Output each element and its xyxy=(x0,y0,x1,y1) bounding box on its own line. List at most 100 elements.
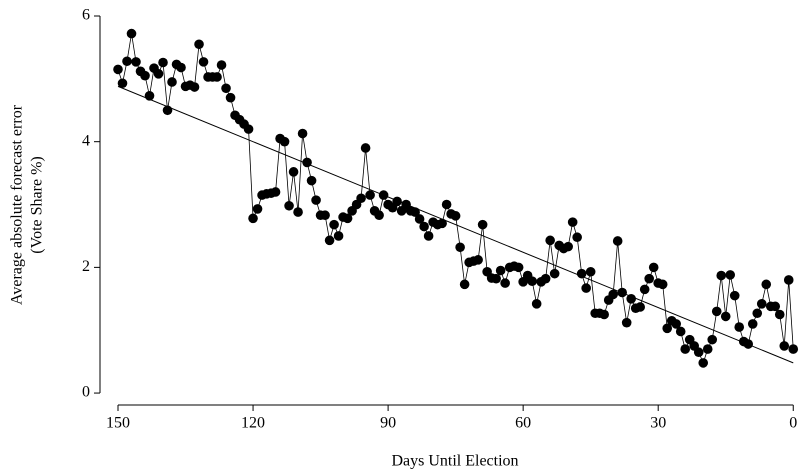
data-point xyxy=(302,157,312,168)
data-point xyxy=(423,231,434,241)
y-tick-label: 6 xyxy=(82,7,90,24)
data-point xyxy=(477,219,488,230)
data-point xyxy=(225,92,236,103)
data-point xyxy=(212,72,222,82)
data-point xyxy=(783,275,794,285)
data-point xyxy=(693,347,704,358)
data-point xyxy=(756,299,767,309)
data-point xyxy=(491,273,501,284)
data-point xyxy=(441,199,452,210)
data-point xyxy=(311,195,321,205)
data-point xyxy=(747,319,758,329)
data-point xyxy=(167,77,177,87)
data-point xyxy=(716,270,727,281)
data-point xyxy=(410,207,420,217)
data-point xyxy=(122,56,132,67)
data-point xyxy=(770,301,781,312)
data-point xyxy=(414,214,425,224)
data-point xyxy=(455,242,465,253)
x-tick-label: 120 xyxy=(241,415,265,432)
data-point xyxy=(720,311,731,322)
data-point xyxy=(635,302,645,312)
data-point xyxy=(131,57,141,67)
data-point xyxy=(779,341,790,351)
x-tick-label: 0 xyxy=(789,415,797,432)
data-point xyxy=(293,207,303,217)
data-point xyxy=(729,290,740,301)
data-point xyxy=(459,279,470,290)
data-point xyxy=(734,322,745,332)
data-point xyxy=(437,218,447,229)
data-point xyxy=(671,319,682,329)
data-point xyxy=(599,309,609,320)
data-point xyxy=(284,200,294,211)
data-point xyxy=(248,213,258,224)
data-point xyxy=(788,344,799,354)
data-point xyxy=(374,210,384,221)
y-axis-label: (Vote Share %) xyxy=(29,156,46,253)
data-point xyxy=(581,283,591,293)
data-point xyxy=(189,82,200,92)
data-point xyxy=(153,69,164,79)
data-point xyxy=(644,273,654,284)
data-point xyxy=(608,289,618,300)
data-point xyxy=(324,235,335,246)
data-point xyxy=(243,124,254,134)
data-point xyxy=(126,28,137,39)
data-point xyxy=(419,221,429,232)
data-point xyxy=(144,91,155,101)
data-point xyxy=(356,193,366,204)
data-point xyxy=(162,105,173,116)
data-point xyxy=(612,236,623,246)
data-point xyxy=(495,265,506,276)
data-point xyxy=(140,70,150,81)
data-point xyxy=(626,293,636,304)
trend-line xyxy=(117,85,794,364)
data-point xyxy=(279,136,290,147)
data-point xyxy=(743,339,754,349)
y-tick-label: 2 xyxy=(82,258,90,275)
data-point xyxy=(585,266,596,277)
data-point xyxy=(113,64,123,75)
y-axis-label: Average absolute forecast error xyxy=(9,104,26,305)
data-point xyxy=(567,217,578,227)
data-point xyxy=(621,317,632,328)
data-point xyxy=(527,276,537,286)
data-point xyxy=(117,78,128,89)
data-point xyxy=(752,308,763,319)
data-point xyxy=(563,241,573,252)
data-point xyxy=(288,167,299,177)
data-point xyxy=(576,268,587,279)
data-point xyxy=(545,235,555,246)
data-point xyxy=(320,210,330,221)
data-point xyxy=(252,204,263,214)
data-point xyxy=(711,306,722,317)
data-point xyxy=(617,287,627,298)
data-point xyxy=(365,190,375,200)
data-point xyxy=(270,187,281,197)
data-line xyxy=(117,33,794,365)
data-point xyxy=(198,57,209,67)
data-point xyxy=(657,279,668,290)
data-point xyxy=(378,190,389,200)
data-point xyxy=(158,57,168,68)
data-point xyxy=(675,326,686,337)
data-point xyxy=(221,83,231,94)
data-point xyxy=(639,284,650,295)
data-point xyxy=(540,273,551,284)
data-point xyxy=(306,175,317,186)
data-point xyxy=(329,219,339,230)
data-point xyxy=(392,196,402,207)
data-point xyxy=(513,262,524,273)
data-point xyxy=(761,279,772,290)
data-point xyxy=(698,358,709,368)
data-point xyxy=(648,262,659,273)
x-tick-label: 60 xyxy=(515,415,531,432)
data-point xyxy=(662,323,673,334)
y-tick-label: 4 xyxy=(82,132,90,149)
data-point xyxy=(680,344,691,354)
data-point xyxy=(500,278,510,288)
data-point xyxy=(725,270,736,280)
data-point xyxy=(360,143,371,153)
